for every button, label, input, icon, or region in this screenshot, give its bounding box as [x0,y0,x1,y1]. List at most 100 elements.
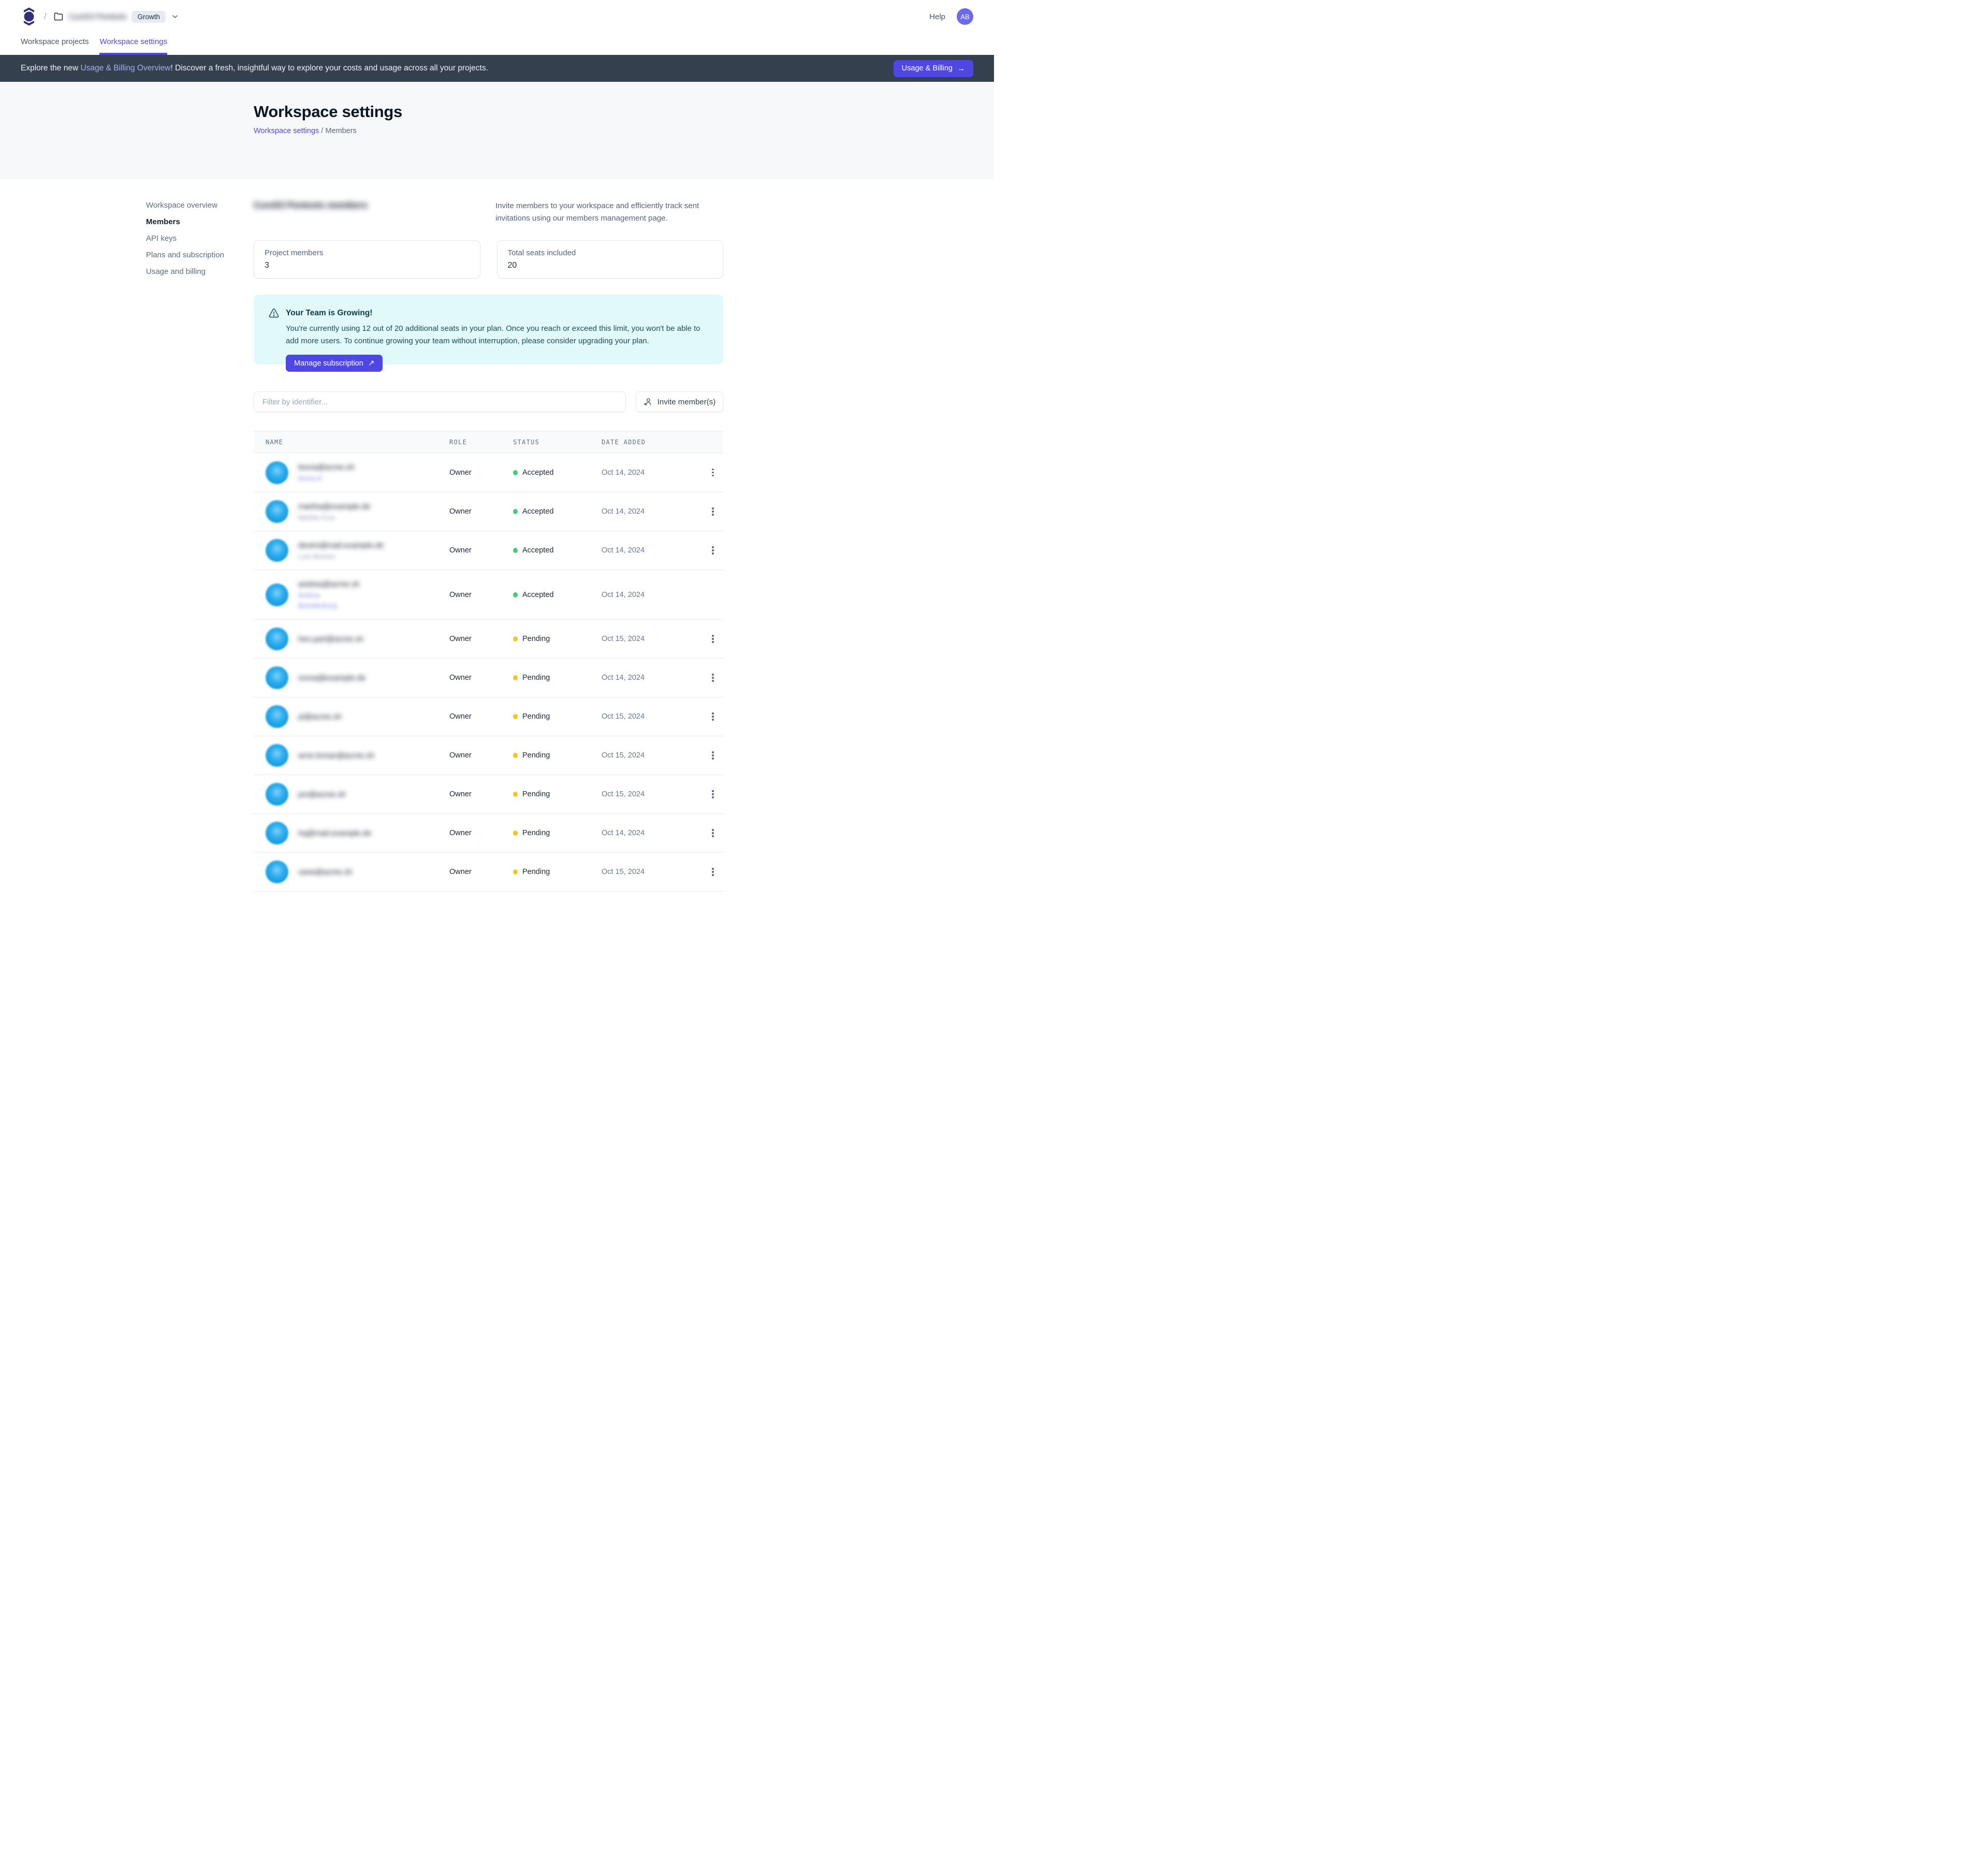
member-date-added: Oct 15, 2024 [602,751,645,760]
breadcrumb-current: Members [325,127,357,135]
member-role: Owner [449,868,472,876]
usage-billing-overview-link[interactable]: Usage & Billing Overview [80,64,171,72]
user-avatar[interactable]: AB [957,8,973,25]
arrow-up-right-icon: ↗ [368,359,375,368]
breadcrumb: Workspace settings / Members [254,127,357,135]
app-logo-icon[interactable] [21,6,37,27]
manage-subscription-button[interactable]: Manage subscription ↗ [286,355,383,372]
table-row: devtm@mail.example.de Luis Moreno Owner Acc… [254,531,723,570]
content-area: Workspace overview Members API keys Plans a… [0,179,994,892]
member-date-added: Oct 14, 2024 [602,468,645,477]
member-email-blurred: hen.parl@acme.sh [298,634,364,644]
member-avatar [266,822,288,844]
alert-body: You're currently using 12 out of 20 addi… [286,324,700,345]
row-menu-kebab-icon[interactable] [708,504,718,519]
stats-cards: Project members 3 Total seats included 2… [254,240,723,279]
table-row: jon@acme.sh Owner Pending Oct 15, 2024 [254,775,723,813]
table-row: pi@acme.sh Owner Pending Oct 15, 2024 [254,697,723,736]
member-role: Owner [449,635,472,643]
member-secondary-blurred: Luis Moreno [298,552,335,560]
sidebar-item-api-keys[interactable]: API keys [146,234,177,243]
member-status: Pending [513,674,602,682]
member-date-added: Oct 14, 2024 [602,546,645,555]
member-avatar [266,583,288,606]
usage-billing-button[interactable]: Usage & Billing → [893,60,973,77]
member-email-blurred: andrea@acme.sh [298,580,360,589]
tab-workspace-settings[interactable]: Workspace settings [99,33,168,55]
row-menu-kebab-icon[interactable] [708,865,718,879]
member-secondary-blurred: Andrea [298,591,320,599]
status-dot-icon [513,869,518,874]
member-avatar [266,539,288,562]
tab-workspace-projects[interactable]: Workspace projects [21,37,89,46]
total-seats-card: Total seats included 20 [496,240,723,279]
member-role: Owner [449,790,472,798]
table-row: martha@example.de Martha Cruz Owner Accepte… [254,492,723,531]
member-status: Accepted [513,591,602,599]
status-dot-icon [513,792,518,797]
member-role: Owner [449,468,472,477]
member-secondary-blurred: leona.m [298,474,323,482]
sidebar-item-workspace-overview[interactable]: Workspace overview [146,201,218,210]
members-table: NAME ROLE STATUS DATE ADDED leona@acme.s… [254,431,723,892]
row-menu-kebab-icon[interactable] [708,632,718,646]
row-menu-kebab-icon[interactable] [708,543,718,558]
settings-sidebar: Workspace overview Members API keys Plans a… [146,201,224,284]
row-menu-kebab-icon[interactable] [708,787,718,801]
total-seats-count: 20 [507,261,517,270]
table-row: hq@mail.example.de Owner Pending Oct 14, 20… [254,813,723,852]
member-email-blurred: jon@acme.sh [298,790,346,799]
row-menu-kebab-icon[interactable] [708,826,718,840]
member-avatar [266,628,288,650]
member-email-blurred: mona@example.de [298,673,366,682]
member-avatar [266,666,288,689]
member-role: Owner [449,590,472,599]
member-role: Owner [449,829,472,837]
usage-billing-banner: Explore the new Usage & Billing Overview… [0,55,994,82]
member-date-added: Oct 14, 2024 [602,507,645,516]
banner-text: Explore the new Usage & Billing Overview… [21,64,488,72]
chevron-down-icon [171,12,179,21]
table-row: mona@example.de Owner Pending Oct 14, 2024 [254,658,723,697]
breadcrumb-settings-link[interactable]: Workspace settings [254,127,319,135]
member-avatar [266,705,288,728]
col-name: NAME [266,438,284,446]
team-growing-alert: Your Team is Growing! You're currently u… [254,295,723,372]
status-dot-icon [513,753,518,758]
row-menu-kebab-icon[interactable] [708,748,718,763]
plan-badge: Growth [131,10,166,23]
page-title: Workspace settings [254,103,402,121]
member-email-blurred: vane@acme.sh [298,867,353,877]
sidebar-item-usage-and-billing[interactable]: Usage and billing [146,267,206,276]
table-row: leona@acme.sh leona.m Owner Accepted Oct 14,… [254,453,723,492]
warning-triangle-icon [268,308,280,319]
members-panel: Cure53 Pentests members Invite members t… [254,179,723,892]
sidebar-item-plans-and-subscription[interactable]: Plans and subscription [146,251,224,259]
member-date-added: Oct 15, 2024 [602,712,645,721]
help-link[interactable]: Help [929,12,945,21]
members-toolbar: Invite member(s) [254,391,723,412]
member-role: Owner [449,674,472,682]
workspace-switcher[interactable]: Cure53 Pentests Growth [53,10,179,23]
status-dot-icon [513,548,518,553]
table-row: andrea@acme.sh Andrea Brandenburg Owner Acce… [254,570,723,619]
member-role: Owner [449,712,472,721]
row-menu-kebab-icon[interactable] [708,465,718,480]
table-row: hen.parl@acme.sh Owner Pending Oct 15, 2024 [254,619,723,658]
sidebar-item-members[interactable]: Members [146,217,180,226]
member-avatar [266,783,288,806]
status-dot-icon [513,509,518,514]
filter-input[interactable] [254,391,626,412]
workspace-tabs: Workspace projects Workspace settings [0,33,994,55]
member-avatar [266,861,288,883]
table-row: arne.loman@acme.sh Owner Pending Oct 15, 20… [254,736,723,775]
row-menu-kebab-icon[interactable] [708,709,718,724]
member-date-added: Oct 14, 2024 [602,829,645,837]
project-members-count: 3 [265,261,269,270]
member-status: Accepted [513,469,602,477]
row-menu-kebab-icon[interactable] [708,670,718,685]
members-section-description: Invite members to your workspace and eff… [495,201,699,223]
member-date-added: Oct 15, 2024 [602,635,645,643]
member-status: Accepted [513,507,602,516]
invite-members-button[interactable]: Invite member(s) [636,391,723,412]
